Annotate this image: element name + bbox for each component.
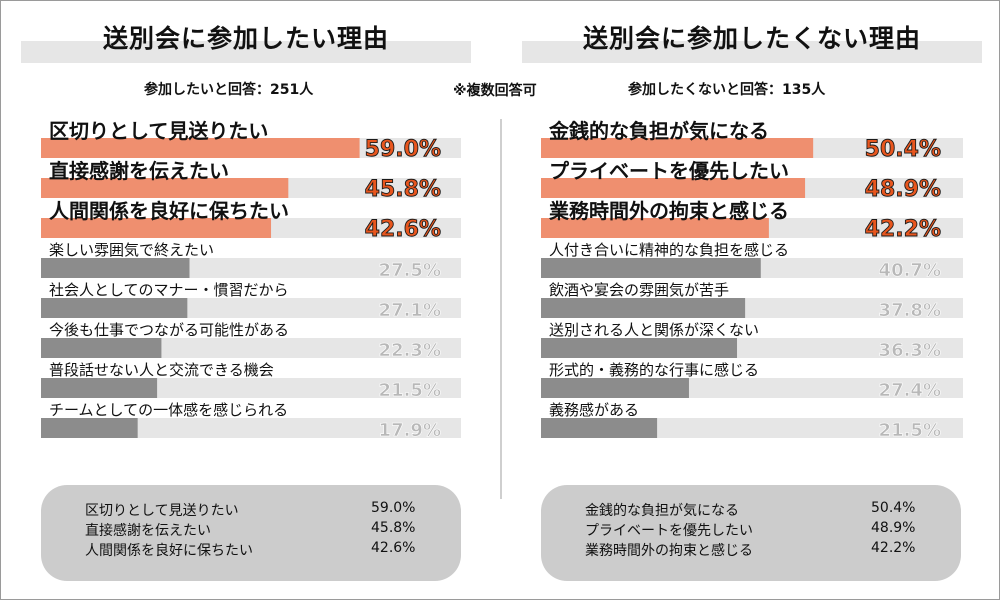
multiple-answer-note: ※複数回答可 [453,83,537,99]
right-category-label-7: 形式的・義務的な行事に感じる [549,361,759,379]
right-summary-value: 50.4% [871,500,916,516]
left-title-wrap: 送別会に参加したい理由 [21,13,471,65]
right-bar-7 [541,378,689,398]
left-bar-3 [41,218,272,238]
right-bar-4 [541,258,761,278]
left-category-label-7: 普段話せない人と交流できる機会 [49,361,274,379]
right-bar-5 [541,298,746,318]
right-category-label-1: 金銭的な負担が気になる [548,119,769,143]
center-divider [500,119,502,499]
right-category-label-2: プライベートを優先したい [549,159,789,183]
right-bar-3 [541,218,769,238]
right-bar-2 [541,178,806,198]
left-value-label-2: 45.8% [365,177,441,202]
left-respondents: 参加したいと回答：251人 [144,82,314,98]
right-bar-6 [541,338,738,358]
right-bar-1 [541,138,814,158]
right-value-label-1: 50.4% [865,137,941,162]
left-value-label-1: 59.0% [365,137,441,162]
right-title-underbar [522,41,982,63]
left-category-label-3: 人間関係を良好に保ちたい [49,199,289,223]
right-value-label-4: 40.7% [879,260,941,281]
right-panel: 送別会に参加したくない理由 [522,1,982,601]
left-summary-value: 59.0% [371,500,416,516]
left-bar-1 [41,138,360,158]
left-value-label-8: 17.9% [379,420,441,441]
left-category-label-8: チームとしての一体感を感じられる [49,401,288,419]
left-title: 送別会に参加したい理由 [102,24,389,53]
left-value-label-7: 21.5% [379,380,441,401]
left-value-label-6: 22.3% [379,340,441,361]
right-value-label-3: 42.2% [865,217,941,242]
left-summary-value: 45.8% [371,520,416,536]
left-bar-7 [41,378,158,398]
left-category-label-1: 区切りとして見送りたい [49,119,268,143]
left-bar-6 [41,338,162,358]
left-summary-label: 区切りとして見送りたい [85,503,239,519]
left-category-label-5: 社会人としてのマナー・慣習だから [49,281,289,299]
right-value-label-2: 48.9% [865,177,941,202]
left-summary-box: 区切りとして見送りたい 59.0% 直接感謝を伝えたい 45.8% 人間関係を良… [41,485,461,581]
left-summary-label: 人間関係を良好に保ちたい [85,543,253,559]
right-value-label-7: 27.4% [879,380,941,401]
right-title: 送別会に参加したくない理由 [582,24,921,53]
right-category-label-5: 飲酒や宴会の雰囲気が苦手 [549,281,729,299]
left-value-label-3: 42.6% [365,217,441,242]
right-category-label-8: 義務感がある [549,401,639,419]
left-bar-5 [41,298,188,318]
left-bar-4 [41,258,190,278]
left-summary-label: 直接感謝を伝えたい [85,523,211,539]
right-summary-label: 業務時間外の拘束と感じる [585,543,753,559]
left-title-underbar [21,41,471,63]
right-category-label-3: 業務時間外の拘束と感じる [549,199,789,223]
left-category-label-2: 直接感謝を伝えたい [49,159,229,183]
right-category-label-6: 送別される人と関係が深くない [549,321,759,339]
right-value-label-8: 21.5% [879,420,941,441]
left-bar-2 [41,178,289,198]
left-value-label-5: 27.1% [379,300,441,321]
left-summary-value: 42.6% [371,540,416,556]
right-summary-box: 金銭的な負担が気になる 50.4% プライベートを優先したい 48.9% 業務時… [541,485,961,581]
right-title-wrap: 送別会に参加したくない理由 [522,13,982,65]
right-bar-8 [541,418,658,438]
left-value-label-4: 27.5% [379,260,441,281]
left-category-label-4: 楽しい雰囲気で終えたい [49,241,214,259]
left-bar-8 [41,418,138,438]
right-summary-label: プライベートを優先したい [585,523,753,539]
left-bar-track [41,418,461,438]
left-category-label-6: 今後も仕事でつながる可能性がある [49,321,289,339]
right-respondents: 参加したくないと回答：135人 [628,82,826,98]
right-category-label-4: 人付き合いに精神的な負担を感じる [549,241,789,259]
left-panel: 送別会に参加したい理由 [21,1,471,601]
right-summary-value: 42.2% [871,540,916,556]
right-value-label-6: 36.3% [879,340,941,361]
right-value-label-5: 37.8% [879,300,941,321]
right-summary-value: 48.9% [871,520,916,536]
right-summary-label: 金銭的な負担が気になる [585,503,739,519]
